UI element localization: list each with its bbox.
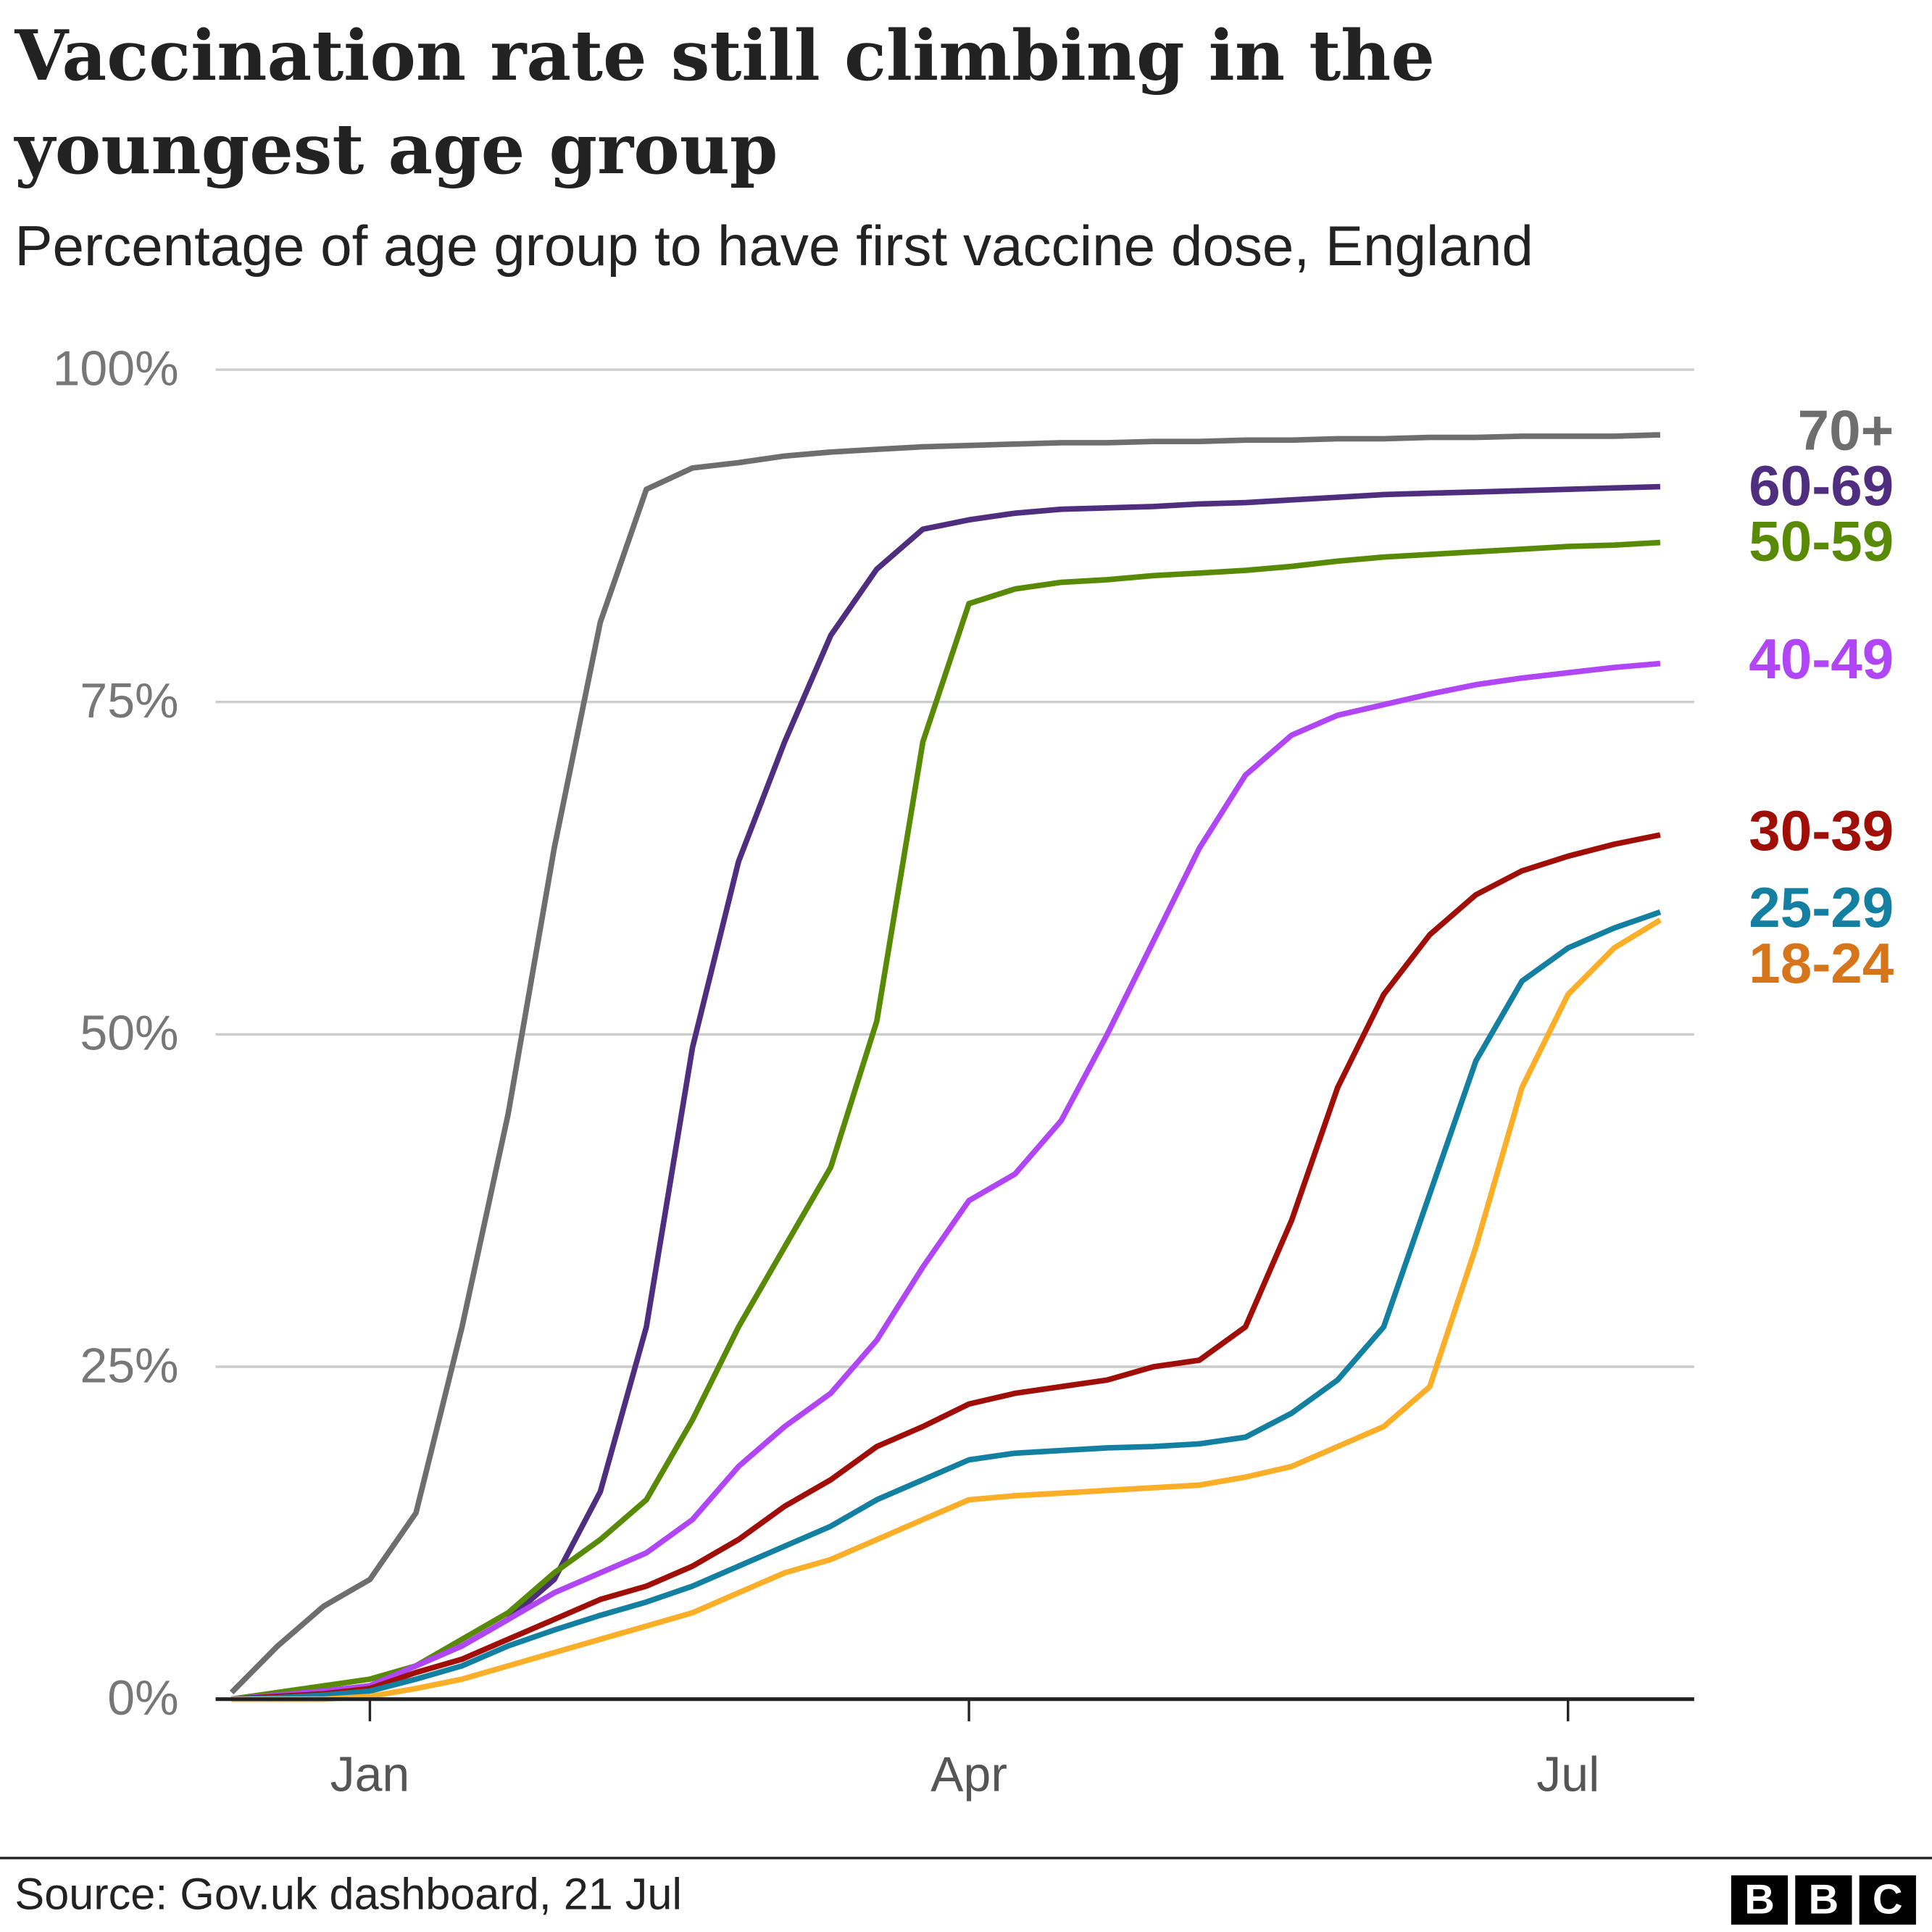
y-tick-label: 100% — [53, 341, 179, 396]
y-tick-label: 0% — [107, 1670, 178, 1725]
chart-subtitle: Percentage of age group to have first va… — [14, 214, 1533, 278]
x-tick-label: Apr — [930, 1746, 1007, 1802]
y-tick-label: 50% — [80, 1006, 178, 1061]
logo-block — [1795, 1875, 1852, 1925]
source: Source: Gov.uk dashboard, 21 Jul — [14, 1870, 682, 1919]
logo-letter: B — [1809, 1876, 1839, 1923]
series-label: 25-29 — [1749, 875, 1894, 939]
series-line — [231, 917, 1662, 1702]
series-label: 40-49 — [1749, 627, 1894, 691]
x-tick-label: Jan — [330, 1746, 410, 1802]
logo-letter: B — [1744, 1876, 1775, 1923]
y-tick-label: 75% — [80, 673, 178, 728]
logo-letter: C — [1873, 1876, 1903, 1923]
series-label: 18-24 — [1749, 931, 1894, 995]
series-line — [231, 832, 1661, 1702]
x-tick-label: Jul — [1536, 1746, 1599, 1802]
series-label: 60-69 — [1749, 454, 1894, 517]
logo-block — [1859, 1875, 1916, 1925]
series-line — [229, 432, 1661, 1695]
series-label: 30-39 — [1749, 799, 1894, 862]
chart-title: Vaccination rate still climbing in the yo… — [13, 16, 1435, 190]
series-line — [231, 909, 1662, 1702]
logo-block — [1731, 1875, 1789, 1925]
series-line — [231, 660, 1661, 1702]
series-label: 50-59 — [1749, 509, 1894, 573]
y-tick-label: 25% — [80, 1338, 178, 1393]
series-label: 70+ — [1798, 399, 1894, 462]
series-line — [231, 539, 1661, 1702]
